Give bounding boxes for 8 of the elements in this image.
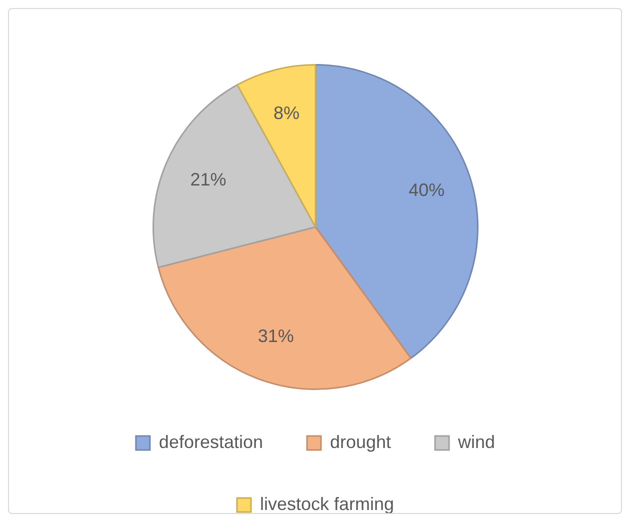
legend-label: livestock farming (260, 494, 394, 514)
data-label: 31% (258, 326, 294, 346)
legend-label: drought (330, 432, 392, 452)
legend-label: wind (457, 432, 496, 452)
data-label: 40% (408, 180, 445, 200)
legend-label: deforestation (158, 432, 264, 452)
data-label: 21% (190, 170, 226, 190)
data-label: 8% (273, 102, 300, 123)
